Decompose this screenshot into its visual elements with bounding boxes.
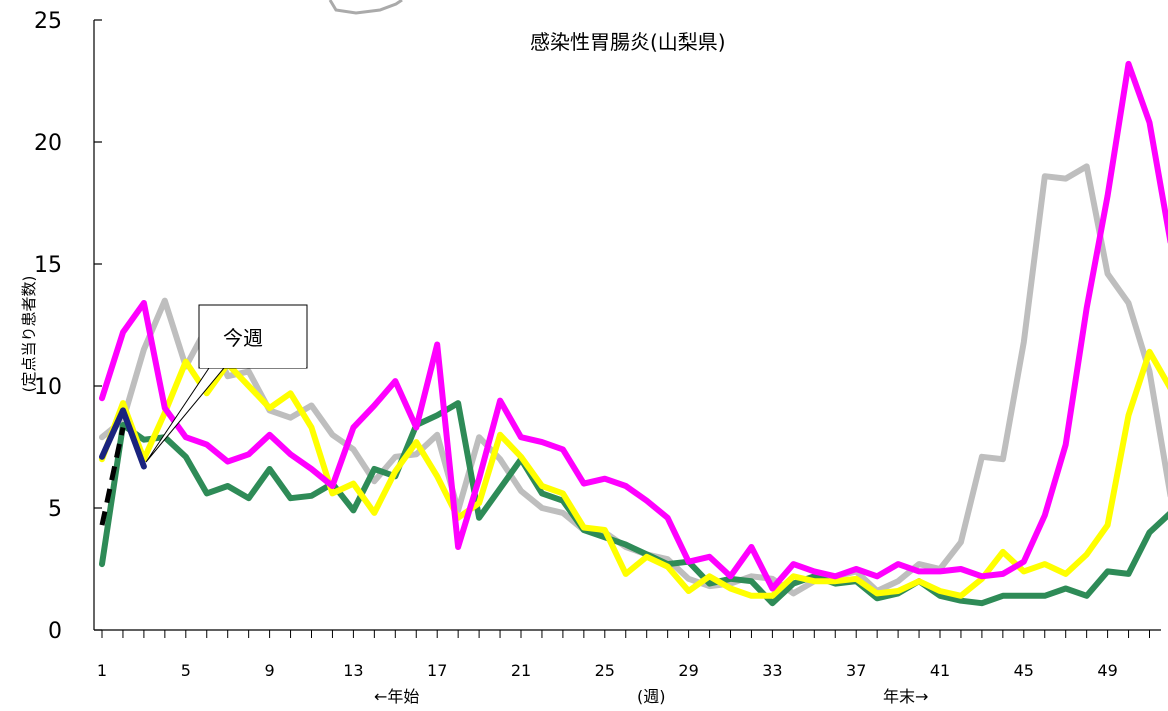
annotation-text: 今週 xyxy=(223,326,263,350)
y-tick-label: 20 xyxy=(34,131,62,156)
y-tick-label: 10 xyxy=(34,375,62,400)
series-line-1 xyxy=(99,163,1168,597)
annotation-box-mask xyxy=(200,362,306,368)
x-tick-label: 17 xyxy=(427,661,447,680)
x-start-label: ←年始 xyxy=(374,687,419,706)
y-tick-label: 5 xyxy=(48,497,62,522)
x-tick-label: 25 xyxy=(595,661,615,680)
x-tick-label: 37 xyxy=(846,661,866,680)
x-ticks: 1591317212529333741454953 xyxy=(97,630,1150,680)
x-tick-label: 49 xyxy=(1097,661,1117,680)
series-lines xyxy=(99,60,1168,607)
x-end-label: 年末→ xyxy=(883,687,928,706)
y-tick-label: 0 xyxy=(48,619,62,644)
series-line-4 xyxy=(99,60,1168,592)
x-tick-label: 45 xyxy=(1014,661,1034,680)
x-tick-label: 1 xyxy=(97,661,107,680)
x-tick-label: 29 xyxy=(678,661,698,680)
series-line-6 xyxy=(99,426,126,526)
map-fragment-icon xyxy=(328,0,403,15)
series-line-5 xyxy=(99,407,147,470)
y-tick-label: 15 xyxy=(34,253,62,278)
x-tick-label: 9 xyxy=(265,661,275,680)
annotation-callout: 今週 xyxy=(145,304,308,463)
x-axis-label: (週) xyxy=(637,687,666,706)
x-tick-label: 21 xyxy=(511,661,531,680)
axes xyxy=(93,20,1161,631)
y-axis-label: (定点当り患者数) xyxy=(20,276,38,393)
y-tick-label: 25 xyxy=(34,9,62,34)
annotation-box xyxy=(198,304,308,369)
x-tick-label: 41 xyxy=(930,661,950,680)
y-ticks: 0 5 10 15 20 25 xyxy=(34,9,102,644)
x-tick-label: 5 xyxy=(181,661,191,680)
chart-title: 感染性胃腸炎(山梨県) xyxy=(530,30,726,54)
series-line-3 xyxy=(99,348,1168,599)
x-tick-label: 13 xyxy=(343,661,363,680)
x-tick-label: 33 xyxy=(762,661,782,680)
